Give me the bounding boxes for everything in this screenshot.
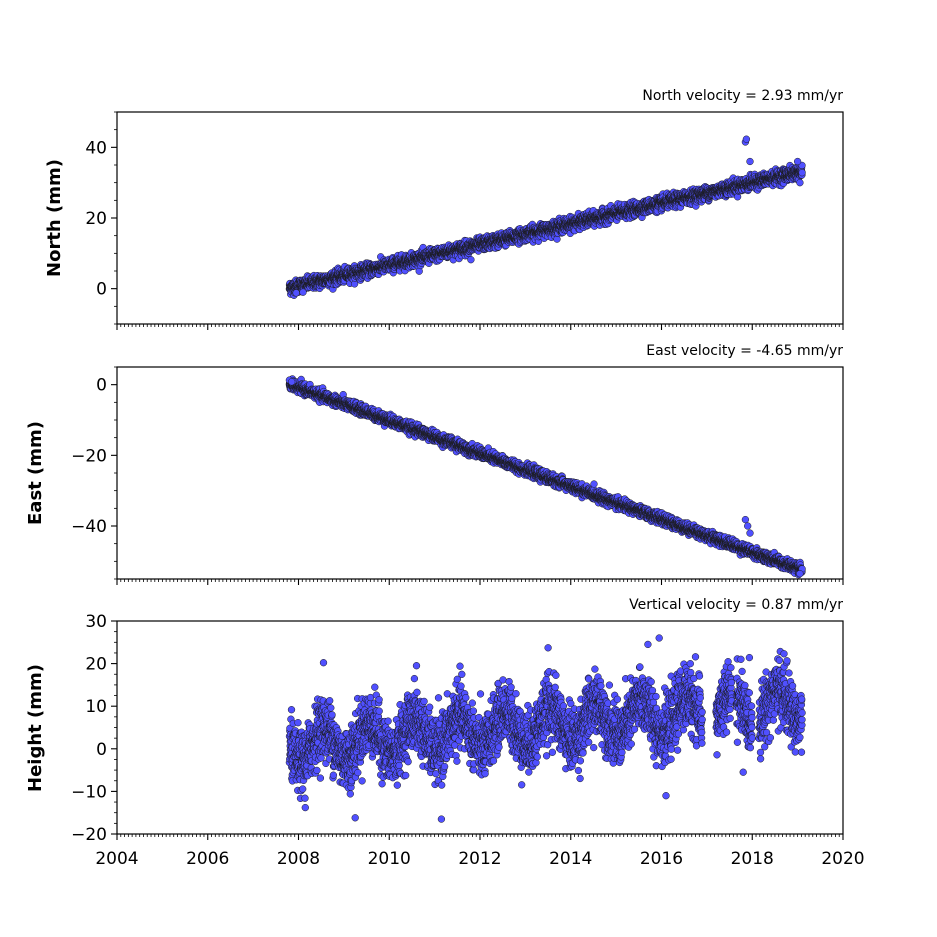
north-y-tick-label: 20 bbox=[85, 209, 107, 229]
north-y-tick-label: 0 bbox=[96, 280, 107, 300]
panel-north: North velocity = 2.93 mm/yr North (mm) 0… bbox=[44, 88, 844, 330]
panel-east: East velocity = -4.65 mm/yr East (mm) 0−… bbox=[25, 343, 844, 585]
north-y-axis-label: North (mm) bbox=[44, 159, 65, 277]
north-velocity-title: North velocity = 2.93 mm/yr bbox=[642, 88, 843, 104]
north-axes: 0 20 40 bbox=[85, 111, 844, 330]
east-velocity-title: East velocity = -4.65 mm/yr bbox=[646, 343, 843, 359]
north-data-point bbox=[798, 169, 806, 177]
north-data-point bbox=[299, 288, 307, 296]
north-plot-frame bbox=[116, 111, 844, 325]
north-data-point bbox=[467, 256, 475, 264]
north-data-point bbox=[796, 179, 804, 187]
north-data-point bbox=[793, 157, 802, 166]
east-data-points bbox=[285, 375, 806, 579]
north-data-point bbox=[292, 289, 300, 297]
north-data-points bbox=[285, 135, 806, 299]
east-y-axis-label: East (mm) bbox=[25, 421, 46, 525]
north-y-tick-label: 40 bbox=[85, 138, 107, 158]
north-data-point bbox=[742, 135, 751, 143]
north-data-point bbox=[746, 157, 754, 166]
